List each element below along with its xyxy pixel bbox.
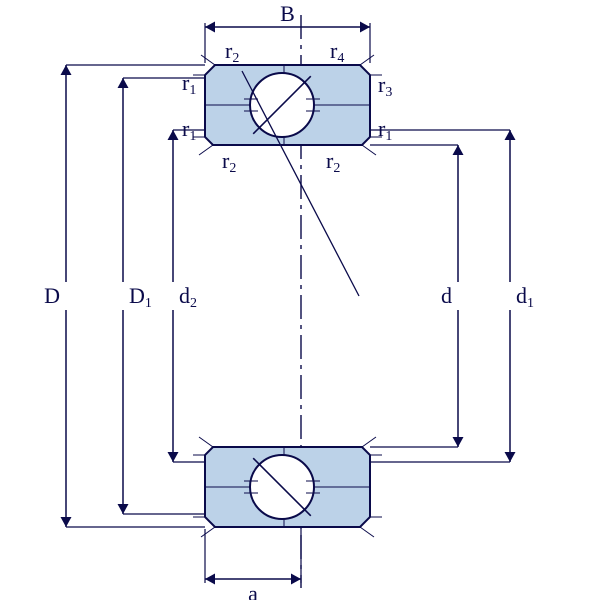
dimension-d1: d1 xyxy=(370,130,534,462)
svg-text:D: D xyxy=(44,283,60,308)
svg-text:D1: D1 xyxy=(129,283,152,311)
ring-bottom xyxy=(193,437,382,537)
label-r2_top_left: r2 xyxy=(225,38,239,66)
svg-text:d1: d1 xyxy=(516,283,534,311)
svg-text:a: a xyxy=(248,581,258,600)
ring-top xyxy=(193,55,382,155)
label-r3_top_right: r3 xyxy=(378,72,392,100)
dimension-d2: d2 xyxy=(168,130,206,462)
label-r2_bot_left_i: r2 xyxy=(222,148,236,176)
label-r1_bot_left: r1 xyxy=(182,116,196,144)
label-r1_top_left: r1 xyxy=(182,70,196,98)
dimension-d: d xyxy=(370,145,464,447)
svg-text:d2: d2 xyxy=(179,283,197,311)
dimension-a: a xyxy=(205,529,301,600)
svg-text:B: B xyxy=(280,1,295,26)
label-r1_bot_right: r1 xyxy=(378,116,392,144)
svg-text:d: d xyxy=(441,283,452,308)
label-r2_bot_right_i: r2 xyxy=(326,148,340,176)
label-r4_top_right: r4 xyxy=(330,38,344,66)
